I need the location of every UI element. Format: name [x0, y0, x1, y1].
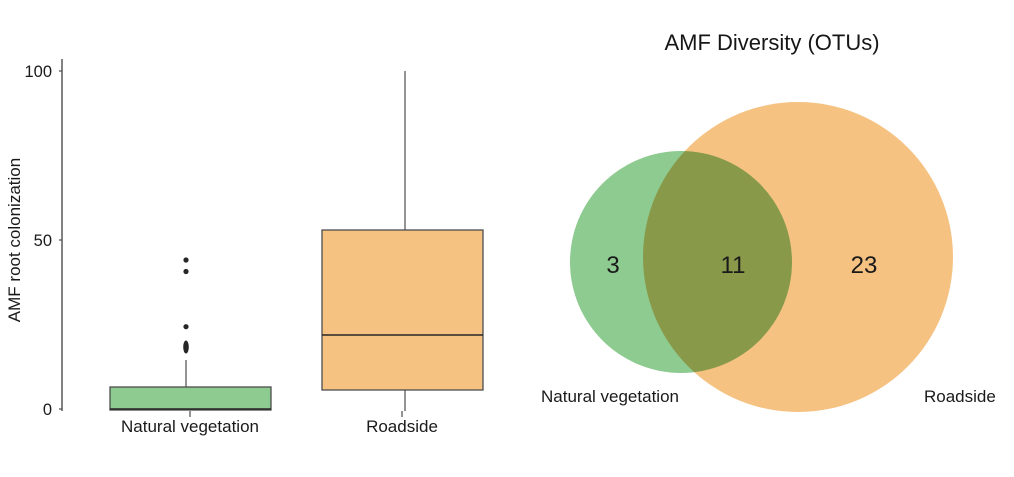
- svg-text:0: 0: [43, 401, 52, 419]
- svg-text:AMF root colonization: AMF root colonization: [5, 158, 24, 322]
- svg-text:23: 23: [851, 252, 878, 279]
- svg-text:Roadside: Roadside: [366, 417, 438, 436]
- svg-text:Natural vegetation: Natural vegetation: [121, 417, 259, 436]
- svg-text:AMF Diversity (OTUs): AMF Diversity (OTUs): [664, 30, 879, 55]
- svg-text:11: 11: [721, 252, 746, 279]
- svg-text:50: 50: [34, 232, 52, 250]
- svg-text:3: 3: [606, 252, 619, 279]
- svg-text:Roadside: Roadside: [924, 387, 996, 406]
- svg-text:100: 100: [24, 63, 52, 81]
- svg-text:Natural vegetation: Natural vegetation: [541, 387, 679, 406]
